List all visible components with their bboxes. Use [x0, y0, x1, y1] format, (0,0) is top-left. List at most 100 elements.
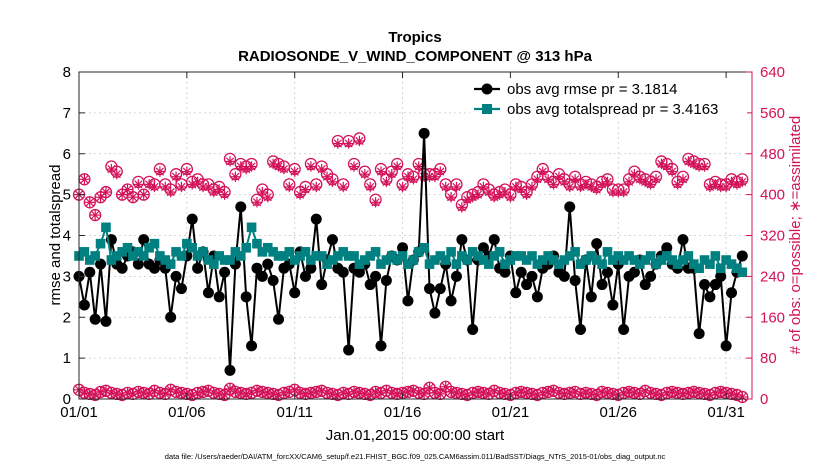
- rmse-point: [170, 270, 182, 282]
- rmse-point: [618, 324, 630, 336]
- rmse-point: [596, 279, 608, 291]
- y-tick-label: 6: [63, 146, 71, 163]
- spread-point: [365, 251, 376, 261]
- rmse-point: [370, 270, 382, 282]
- y2-tick-label: 400: [760, 187, 785, 204]
- rmse-point: [591, 238, 603, 250]
- spread-point: [376, 259, 386, 269]
- rmse-point: [521, 279, 533, 291]
- rmse-point: [558, 270, 570, 282]
- bottom-obs-circle: [736, 390, 749, 404]
- rmse-point: [78, 299, 90, 311]
- rmse-point: [607, 299, 619, 311]
- rmse-point: [148, 262, 160, 274]
- spread-point: [122, 242, 133, 253]
- spread-point: [187, 242, 198, 253]
- rmse-point: [116, 262, 128, 274]
- y-axis-label: rmse and totalspread: [47, 165, 64, 306]
- spread-point: [694, 263, 704, 273]
- spread-point: [478, 255, 489, 265]
- spread-point: [370, 247, 381, 257]
- spread-point: [300, 247, 311, 257]
- spread-point: [494, 247, 505, 257]
- spread-point: [715, 263, 726, 273]
- y-tick-label: 7: [63, 105, 71, 122]
- spread-point: [473, 251, 483, 261]
- assimilated-obs-point: [445, 191, 457, 203]
- rmse-point: [709, 279, 721, 291]
- spread-point: [273, 251, 284, 261]
- assimilated-obs-point: [89, 209, 101, 221]
- assimilated-obs-point: [559, 176, 570, 188]
- rmse-point: [418, 127, 430, 139]
- spread-point: [548, 255, 559, 265]
- assimilated-obs-point: [181, 166, 193, 177]
- spread-point: [737, 267, 748, 278]
- spread-point: [289, 255, 300, 265]
- spread-point: [721, 255, 731, 265]
- assimilated-obs-point: [170, 171, 182, 182]
- assimilated-obs-point: [521, 189, 532, 200]
- spread-point: [408, 255, 419, 265]
- spread-point: [279, 251, 289, 261]
- spread-point: [419, 242, 429, 253]
- rmse-point: [450, 270, 462, 282]
- spread-point: [128, 251, 138, 261]
- rmse-point: [575, 324, 587, 336]
- spread-point: [182, 238, 192, 249]
- spread-point: [651, 259, 661, 269]
- assimilated-obs-point: [623, 176, 635, 188]
- spread-point: [672, 259, 683, 269]
- assimilated-obs-point: [699, 161, 710, 172]
- assimilated-obs-point: [348, 161, 360, 172]
- spread-point: [645, 251, 656, 261]
- rmse-point: [467, 324, 479, 336]
- y2-tick-label: 160: [760, 309, 785, 326]
- y-tick-label: 2: [63, 309, 71, 326]
- rmse-point: [310, 213, 322, 225]
- assimilated-obs-point: [591, 184, 602, 195]
- legend-item-rmse: obs avg rmse pr = 3.1814: [474, 81, 678, 98]
- rmse-point: [343, 344, 355, 356]
- spread-point: [235, 251, 246, 261]
- rmse-point: [353, 266, 365, 278]
- spread-point: [397, 251, 408, 261]
- assimilated-obs-point: [230, 171, 241, 182]
- assimilated-obs-point: [365, 181, 376, 193]
- spread-point: [484, 259, 494, 269]
- assimilated-obs-point: [149, 181, 160, 193]
- spread-point: [209, 259, 219, 269]
- rmse-point: [601, 266, 613, 278]
- rmse-point: [515, 266, 527, 278]
- spread-point: [230, 247, 241, 257]
- assimilated-obs-point: [321, 171, 333, 182]
- spread-point: [505, 255, 516, 265]
- rmse-point: [224, 364, 236, 376]
- y-tick-label: 1: [63, 350, 71, 367]
- spread-point: [257, 247, 268, 257]
- rmse-point: [256, 270, 268, 282]
- y-tick-label: 4: [63, 228, 71, 245]
- rmse-point: [235, 201, 247, 213]
- spread-point: [597, 259, 607, 269]
- legend-label-rmse: obs avg rmse pr = 3.1814: [507, 81, 678, 98]
- rmse-point: [251, 262, 263, 274]
- possible-obs-point: [89, 208, 102, 222]
- assimilated-obs-point: [569, 174, 581, 185]
- rmse-point: [736, 250, 748, 262]
- spread-point: [602, 247, 613, 257]
- spread-point: [586, 251, 597, 261]
- assimilated-obs-point: [251, 197, 263, 208]
- spread-point: [516, 251, 526, 261]
- spread-point: [203, 255, 214, 265]
- spread-point: [489, 251, 500, 261]
- spread-point: [165, 259, 176, 269]
- spread-point: [699, 255, 710, 265]
- rmse-point: [375, 340, 387, 352]
- spread-point: [608, 255, 618, 265]
- possible-obs-point: [83, 196, 96, 209]
- spread-point: [462, 255, 473, 265]
- x-tick-label: 01/31: [707, 404, 745, 421]
- chart-title: Tropics: [388, 29, 441, 46]
- assimilated-obs-point: [629, 168, 640, 180]
